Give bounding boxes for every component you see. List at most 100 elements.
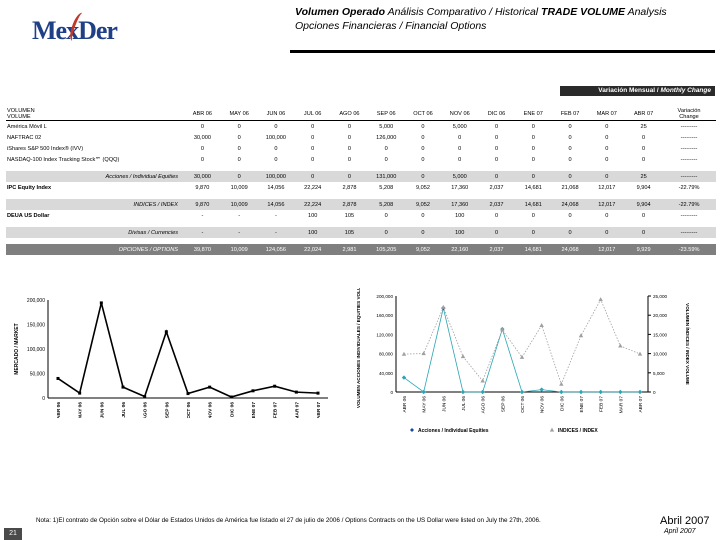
left-y-tick-label: 40,000 [379,371,393,376]
table-row: INDICES / INDEX 9,870 10,009 14,056 22,224 2,… [6,199,716,210]
table-cell: 100 [294,227,332,238]
row-label: OPCIONES / OPTIONS [6,244,184,255]
change-header-en: Change [679,114,699,120]
equities-point [598,389,603,395]
row-label: Acciones / Individual Equities [6,171,184,182]
table-cell: 5,000 [452,123,467,130]
table-cell: 30,000 [193,134,211,141]
table-cell: 5,208 [367,199,405,210]
month-header: DIC 06 [478,108,515,121]
table-cell: 9,870 [195,184,210,191]
table-cell: 0 [384,212,388,219]
month-header: ABR 06 [184,108,221,121]
x-tick-label: MAR 07 [618,396,624,414]
table-cell: - [184,227,221,238]
x-tick-label: SEP 06 [500,396,506,413]
legend-label-index: INDICES / INDEX [558,428,598,434]
table-cell: 0 [642,212,646,219]
x-tick-label: JUL 06 [461,396,467,411]
table-cell: 0 [274,145,278,152]
table-cell: 0 [237,134,241,141]
month-header: JUL 06 [294,108,332,121]
change-cell: --------- [680,156,698,163]
table-cell: 0 [421,123,425,130]
logo-text: MexDer [32,16,118,45]
table-cell: 9,929 [625,244,662,255]
table-cell: 0 [347,156,351,163]
y-tick-label: 150,000 [27,323,45,329]
month-header: AGO 06 [331,108,368,121]
table-cell: - [274,212,277,219]
table-cell: 22,024 [294,244,332,255]
table-cell: 9,870 [184,199,221,210]
table-cell: 9,052 [404,244,442,255]
x-tick-label: JUL 06 [121,402,127,418]
table-cell: 0 [311,145,315,152]
x-tick-label: ENE 07 [251,402,257,418]
x-tick-label: MAY 06 [422,396,428,413]
month-header: MAY 06 [220,108,258,121]
table-cell: 0 [384,156,388,163]
table-cell: 0 [404,171,442,182]
x-tick-label: SEP 06 [164,402,170,418]
table-cell: 0 [605,123,609,130]
change-cell: -23.59% [662,244,716,255]
volume-header-en: VOLUME [7,114,31,120]
x-tick-label: ABR 06 [402,396,408,413]
data-point [99,301,103,305]
table-cell: 0 [421,145,425,152]
variation-banner-en: Monthly Change [660,87,711,94]
y-tick-label: 0 [42,396,45,402]
index-point [500,327,505,332]
table-cell: 105,205 [367,244,405,255]
data-point [186,392,190,396]
x-tick-label: AGO 06 [481,396,487,414]
equities-point [519,389,525,395]
table-cell: 5,208 [379,184,394,191]
data-point [273,384,277,388]
month-header: MAR 07 [588,108,626,121]
table-row: OPCIONES / OPTIONS 39,870 10,009 124,056 22,… [6,244,716,255]
right-y-tick-label: 0 [653,390,656,395]
table-cell: 14,681 [514,244,552,255]
table-cell: - [220,227,258,238]
table-cell: 100,000 [265,134,287,141]
table-cell: 0 [220,171,258,182]
table-row: iShares S&P 500 Index® (IVV) 0 0 0 0 0 0 0 0 0 0 0 0… [6,143,716,154]
index-point [598,297,603,302]
change-cell: --------- [680,212,698,219]
left-y-tick-label: 80,000 [379,352,393,357]
legend-diamond-icon [410,428,414,432]
header-rule [290,50,715,53]
table-cell: 0 [588,171,626,182]
change-cell: --------- [680,123,698,130]
table-cell: 0 [605,212,609,219]
left-y-tick-label: 0 [390,390,393,395]
table-body: América Móvil L 0 0 0 0 0 5,000 0 5,000 0 0 0 0 25 ---… [6,121,716,255]
table-cell: 0 [642,156,646,163]
right-y-tick-label: 10,000 [653,352,667,357]
y-tick-label: 200,000 [27,298,45,304]
volume-table: VOLUMEN VOLUME ABR 06 MAY 06 JUN 06 JUL 06 AG… [6,108,716,255]
table-cell: 14,056 [257,199,295,210]
table-cell: 0 [494,156,499,163]
table-cell: 0 [347,123,351,130]
table-cell: 24,068 [551,244,589,255]
right-y-tick-label: 20,000 [653,313,667,318]
x-tick-label: ABR 07 [316,402,322,418]
change-cell: -22.79% [678,184,700,191]
table-row: IPC Equity Index 9,870 10,009 14,056 22,224 2… [6,182,716,193]
table-cell: 0 [311,123,315,130]
table-cell: 0 [478,227,515,238]
x-tick-label: MAY 06 [78,402,84,418]
change-header-es: Variación [677,108,701,114]
table-cell: 0 [421,212,425,219]
table-cell: 9,904 [636,184,651,191]
month-header: FEB 07 [551,108,589,121]
table-cell: 0 [274,123,278,130]
variation-banner: Variación Mensual / Monthly Change [560,86,715,96]
table-cell: - [238,212,241,219]
x-tick-label: MAR 07 [294,402,300,418]
table-cell: 126,000 [376,134,397,141]
title-part2: Análisis Comparativo / Historical [385,6,542,18]
